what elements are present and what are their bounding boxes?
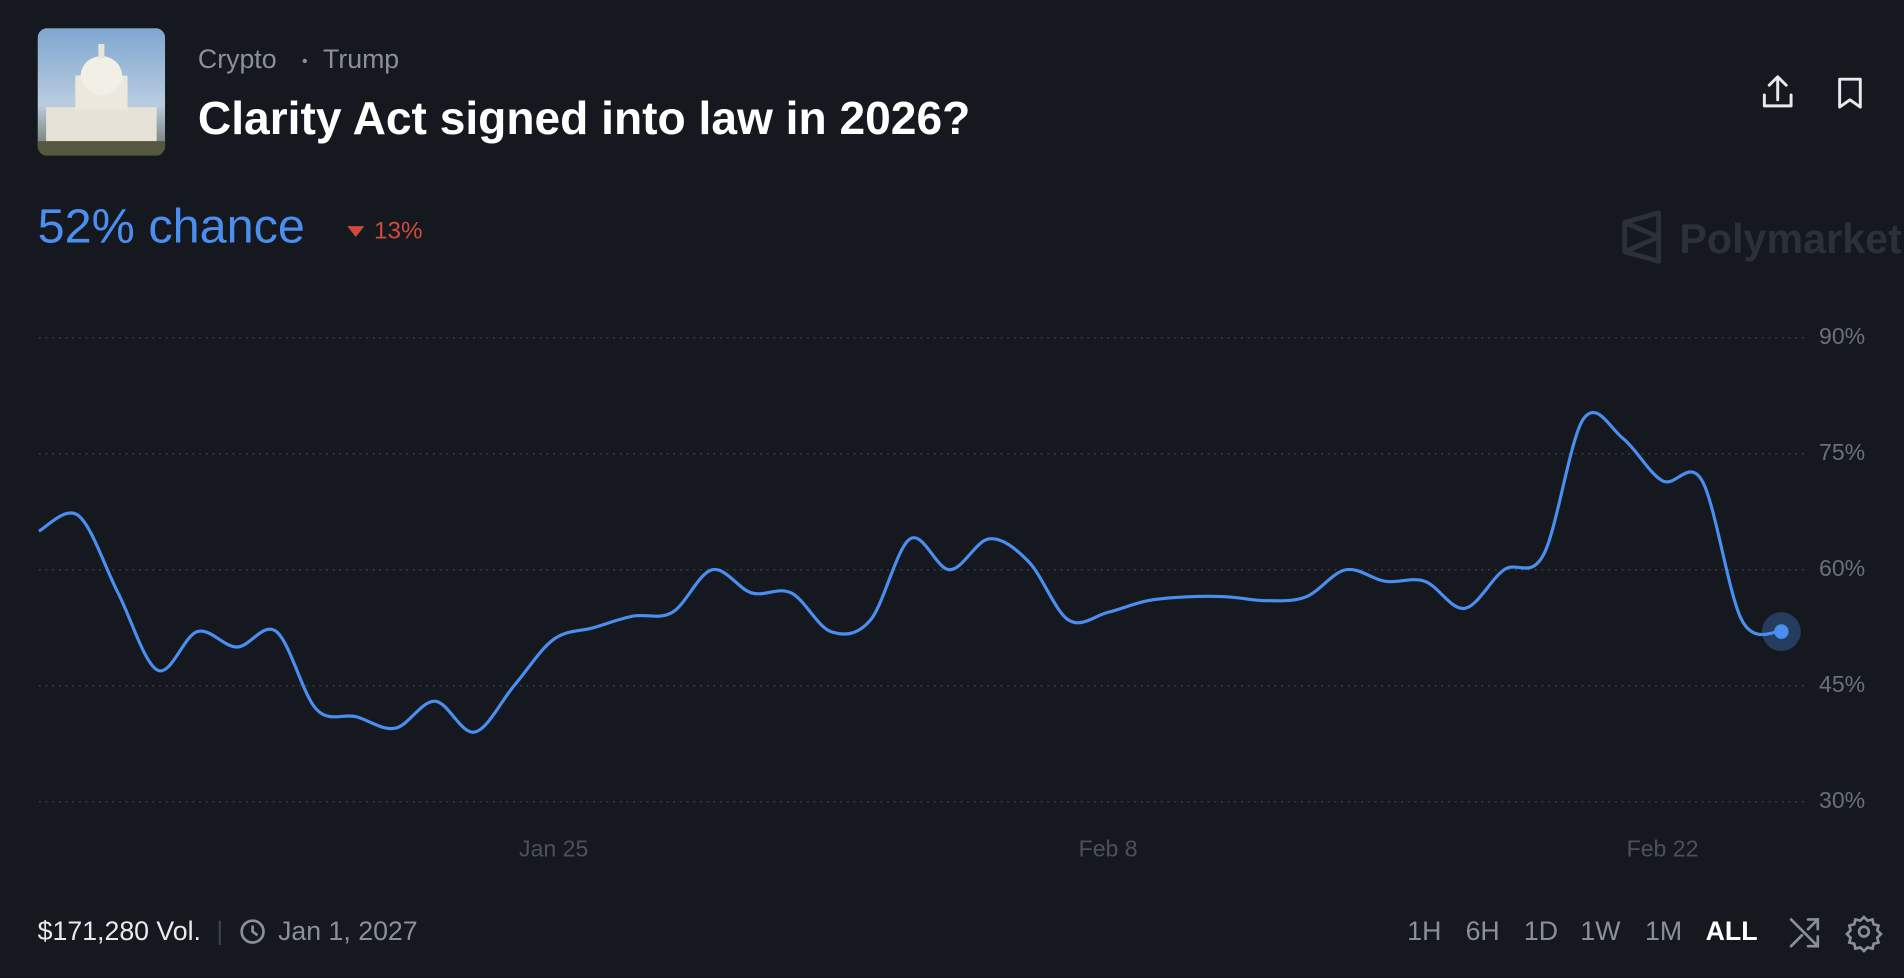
share-button[interactable] bbox=[1762, 75, 1793, 108]
end-point bbox=[1774, 624, 1789, 639]
shuffle-button[interactable] bbox=[1789, 918, 1820, 948]
settings-button[interactable] bbox=[1845, 915, 1883, 953]
chance: 52% chance bbox=[38, 200, 305, 254]
range-button[interactable]: 1H bbox=[1407, 916, 1441, 946]
x-tick-label: Jan 25 bbox=[519, 835, 588, 861]
x-tick-label: Feb 8 bbox=[1079, 835, 1138, 861]
y-tick-label: 45% bbox=[1819, 671, 1865, 697]
range-button[interactable]: 6H bbox=[1466, 916, 1500, 946]
brand-watermark: Polymarket bbox=[1679, 216, 1902, 262]
y-tick-label: 30% bbox=[1819, 787, 1865, 813]
tag[interactable]: Trump bbox=[323, 44, 399, 74]
market-image bbox=[37, 28, 166, 156]
range-button[interactable]: 1W bbox=[1580, 916, 1621, 946]
x-tick-label: Feb 22 bbox=[1627, 835, 1699, 861]
end-date: Jan 1, 2027 bbox=[278, 916, 418, 946]
chart: 30% 45% 60% 75% 90% Jan 25 Feb 8 Feb 22 bbox=[38, 323, 1865, 861]
y-tick-label: 90% bbox=[1819, 323, 1865, 349]
market-title: Clarity Act signed into law in 2026? bbox=[198, 92, 970, 144]
range-button[interactable]: 1D bbox=[1524, 916, 1558, 946]
range-button[interactable]: ALL bbox=[1706, 916, 1758, 946]
range-button[interactable]: 1M bbox=[1645, 916, 1682, 946]
change: 13% bbox=[374, 218, 423, 245]
bookmark-button[interactable] bbox=[1838, 77, 1862, 109]
category[interactable]: Crypto bbox=[198, 44, 277, 74]
down-arrow bbox=[347, 226, 365, 238]
y-tick-label: 60% bbox=[1819, 555, 1865, 581]
price-line bbox=[38, 410, 1782, 734]
separator-dot bbox=[302, 58, 307, 64]
brand-logo bbox=[1622, 210, 1662, 264]
range-selector: 1H 6H 1D 1W 1M ALL bbox=[1407, 916, 1757, 946]
volume: $171,280 Vol. bbox=[38, 916, 201, 946]
y-tick-label: 75% bbox=[1819, 439, 1865, 465]
clock-icon bbox=[240, 919, 265, 944]
